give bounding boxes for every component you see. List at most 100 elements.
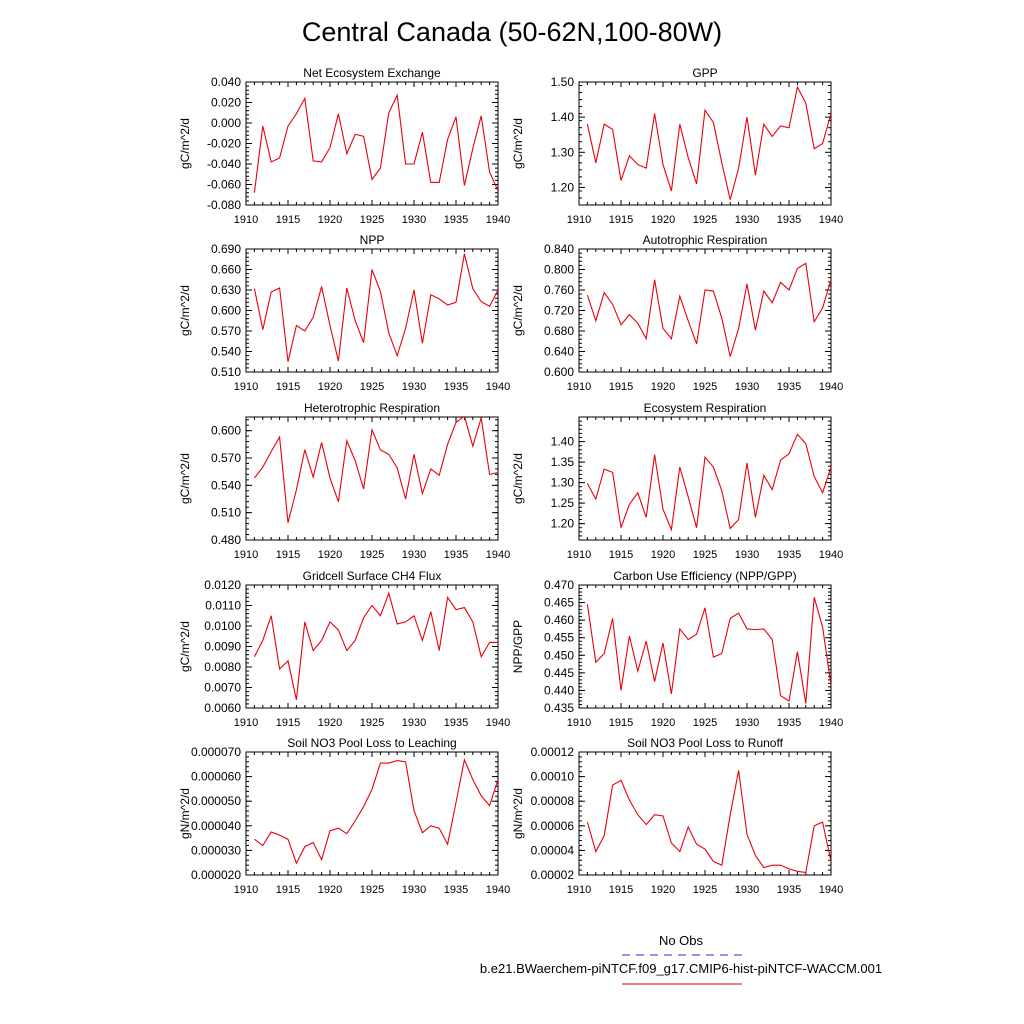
y-tick-label: 0.600 xyxy=(544,365,574,379)
x-tick-label: 1920 xyxy=(318,884,342,896)
y-tick-label: -0.080 xyxy=(207,198,241,212)
y-tick-label: 0.00004 xyxy=(531,843,575,857)
plot-frame xyxy=(578,584,832,709)
panel-title: GPP xyxy=(692,66,717,80)
x-tick-label: 1930 xyxy=(402,214,426,226)
x-tick-label: 1910 xyxy=(234,884,258,896)
x-tick-label: 1910 xyxy=(567,717,591,729)
y-tick-label: 0.00006 xyxy=(531,819,575,833)
y-tick-label: 0.00002 xyxy=(531,868,575,882)
x-tick-label: 1920 xyxy=(651,549,675,561)
x-tick-label: 1930 xyxy=(735,381,759,393)
series-line xyxy=(586,770,831,874)
y-tick-label: 0.570 xyxy=(211,451,241,465)
y-tick-label: 0.00010 xyxy=(531,770,575,784)
plot-frame xyxy=(578,81,832,206)
y-tick-label: 1.30 xyxy=(551,476,575,490)
x-tick-label: 1925 xyxy=(360,549,384,561)
x-tick-label: 1920 xyxy=(318,381,342,393)
y-tick-label: 1.20 xyxy=(551,517,575,531)
y-tick-label: 0.660 xyxy=(211,263,241,277)
y-tick-label: 0.510 xyxy=(211,365,241,379)
y-tick-label: 0.000070 xyxy=(191,745,241,759)
panel-title: NPP xyxy=(360,233,385,247)
y-tick-label: 0.640 xyxy=(544,345,574,359)
y-axis-label: gC/m^2/d xyxy=(178,453,192,504)
x-tick-label: 1940 xyxy=(819,549,843,561)
x-tick-label: 1925 xyxy=(693,381,717,393)
panel-7: Carbon Use Efficiency (NPP/GPP) NPP/GPP 19… xyxy=(511,569,843,729)
y-axis-label: gC/m^2/d xyxy=(178,285,192,336)
series-line xyxy=(586,597,831,704)
x-tick-label: 1915 xyxy=(609,884,633,896)
x-tick-label: 1930 xyxy=(402,717,426,729)
x-tick-label: 1940 xyxy=(486,214,510,226)
x-tick-label: 1935 xyxy=(777,381,801,393)
y-axis-label: NPP/GPP xyxy=(511,620,525,673)
x-tick-label: 1940 xyxy=(819,884,843,896)
y-tick-label: 0.000 xyxy=(211,116,241,130)
plot-frame xyxy=(578,751,832,876)
x-tick-label: 1935 xyxy=(444,214,468,226)
x-tick-label: 1940 xyxy=(819,214,843,226)
y-tick-label: 0.020 xyxy=(211,96,241,110)
x-tick-label: 1925 xyxy=(360,214,384,226)
y-tick-label: 0.480 xyxy=(211,533,241,547)
x-tick-label: 1915 xyxy=(276,884,300,896)
x-tick-label: 1930 xyxy=(735,214,759,226)
x-tick-label: 1915 xyxy=(609,549,633,561)
y-tick-label: 0.720 xyxy=(544,304,574,318)
x-tick-label: 1920 xyxy=(318,214,342,226)
x-tick-label: 1940 xyxy=(819,381,843,393)
panel-1: GPP gC/m^2/d 1910 1915 1920 1925 1930 1935 1940 1… xyxy=(511,66,843,226)
x-tick-label: 1920 xyxy=(651,381,675,393)
y-tick-label: 0.445 xyxy=(544,666,574,680)
series-line xyxy=(586,262,831,357)
x-tick-label: 1940 xyxy=(486,717,510,729)
panel-5: Ecosystem Respiration gC/m^2/d 1910 1915 192… xyxy=(511,401,843,561)
y-tick-label: 0.570 xyxy=(211,324,241,338)
x-tick-label: 1915 xyxy=(276,549,300,561)
x-tick-label: 1935 xyxy=(444,717,468,729)
legend-label-no-obs: No Obs xyxy=(659,933,704,948)
y-tick-label: 1.50 xyxy=(551,75,575,89)
panel-title: Soil NO3 Pool Loss to Runoff xyxy=(627,736,784,750)
x-tick-label: 1930 xyxy=(735,884,759,896)
y-tick-label: 0.000030 xyxy=(191,843,241,857)
y-tick-label: 0.840 xyxy=(544,242,574,256)
plot-frame xyxy=(245,584,499,709)
series-line xyxy=(253,253,498,362)
series-line xyxy=(586,85,831,200)
y-tick-label: -0.020 xyxy=(207,137,241,151)
panel-2: NPP gC/m^2/d 1910 1915 1920 1925 1930 1935 1940 0… xyxy=(178,233,510,393)
y-tick-label: 0.470 xyxy=(544,578,574,592)
y-axis-label: gC/m^2/d xyxy=(511,285,525,336)
series-line xyxy=(253,591,498,700)
x-tick-label: 1910 xyxy=(567,884,591,896)
x-tick-label: 1915 xyxy=(609,717,633,729)
y-axis-label: gC/m^2/d xyxy=(178,118,192,169)
x-tick-label: 1915 xyxy=(276,214,300,226)
y-axis-label: gC/m^2/d xyxy=(511,118,525,169)
x-tick-label: 1925 xyxy=(360,717,384,729)
series-line xyxy=(254,758,498,865)
figure-title: Central Canada (50-62N,100-80W) xyxy=(302,17,722,47)
x-tick-label: 1925 xyxy=(693,214,717,226)
x-tick-label: 1935 xyxy=(777,884,801,896)
panel-6: Gridcell Surface CH4 Flux gC/m^2/d 1910 191… xyxy=(178,569,510,729)
plot-frame xyxy=(578,248,832,373)
x-tick-label: 1910 xyxy=(234,549,258,561)
y-tick-label: 0.540 xyxy=(211,478,241,492)
x-tick-label: 1910 xyxy=(234,214,258,226)
x-tick-label: 1935 xyxy=(777,214,801,226)
series-line xyxy=(586,433,831,532)
y-tick-label: 0.630 xyxy=(211,283,241,297)
x-tick-label: 1940 xyxy=(819,717,843,729)
y-tick-label: 0.0100 xyxy=(204,619,241,633)
y-tick-label: 0.0110 xyxy=(205,599,241,613)
x-tick-label: 1915 xyxy=(609,214,633,226)
x-tick-label: 1935 xyxy=(444,381,468,393)
x-tick-label: 1915 xyxy=(276,717,300,729)
y-tick-label: 0.440 xyxy=(544,683,574,697)
